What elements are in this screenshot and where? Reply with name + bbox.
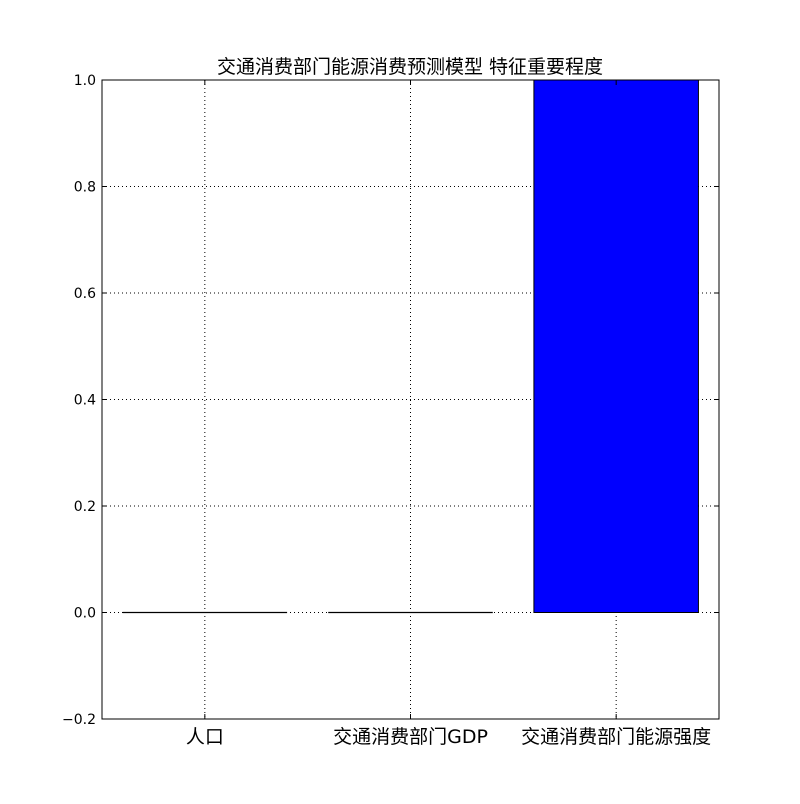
- x-tick-label: 交通消费部门GDP: [333, 726, 488, 748]
- bars: [122, 79, 699, 614]
- y-tick-label: 0.6: [74, 286, 96, 302]
- ticks: [102, 79, 719, 720]
- y-tick-label: 1.0: [74, 73, 96, 89]
- y-tick-label: 0.4: [74, 393, 96, 409]
- y-tick-label: 0.0: [74, 606, 96, 622]
- x-tick-label: 人口: [186, 726, 224, 748]
- y-tick-label: 0.2: [74, 499, 96, 515]
- y-tick-label: −0.2: [62, 712, 96, 728]
- x-tick-label: 交通消费部门能源强度: [521, 726, 711, 748]
- chart-title: 交通消费部门能源消费预测模型 特征重要程度: [217, 56, 603, 78]
- bar: [533, 79, 699, 613]
- y-tick-labels: 1.0 0.8 0.6 0.4 0.2 0.0 −0.2: [62, 73, 96, 728]
- x-tick-labels: 人口 交通消费部门GDP 交通消费部门能源强度: [186, 726, 711, 748]
- y-tick-label: 0.8: [74, 180, 96, 196]
